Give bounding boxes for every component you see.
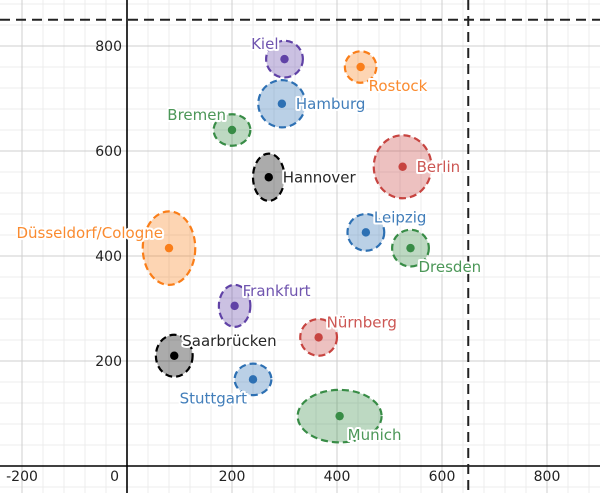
city-points: KielKielRostockRostockHamburgHamburgBrem… [14, 33, 483, 446]
point-berlin [398, 162, 407, 171]
label-bremen: Bremen [167, 106, 226, 124]
label-berlin: Berlin [417, 158, 461, 176]
label-frankfurt: Frankfurt [243, 282, 311, 300]
point-bremen [227, 125, 237, 135]
label-kiel: Kiel [251, 35, 278, 53]
label-halo-d-sseldorf-cologne: Düsseldorf/Cologne [16, 224, 163, 242]
y-tick-label: 800 [95, 39, 122, 55]
x-tick-label: 400 [324, 469, 351, 485]
point-saarbr-cken [170, 351, 179, 360]
label-halo-munich: Munich [348, 426, 402, 444]
label-halo-dresden: Dresden [419, 258, 482, 276]
x-tick-label: 200 [219, 469, 246, 485]
point-n-rnberg [314, 333, 323, 342]
x-tick-label: 600 [429, 469, 456, 485]
point-d-sseldorf-cologne [164, 243, 174, 253]
x-tick-label: 800 [534, 469, 561, 485]
point-munich [335, 411, 344, 421]
label-leipzig: Leipzig [374, 208, 427, 226]
point-rostock [356, 62, 365, 72]
label-halo-hannover: Hannover [283, 168, 357, 186]
label-halo-stuttgart: Stuttgart [180, 389, 248, 407]
y-tick-label: 600 [95, 144, 122, 160]
label-halo-frankfurt: Frankfurt [243, 282, 311, 300]
point-hannover [264, 173, 273, 182]
label-saarbr-cken: Saarbrücken [182, 332, 276, 350]
label-dresden: Dresden [419, 258, 482, 276]
point-stuttgart [248, 375, 258, 384]
label-halo-leipzig: Leipzig [374, 208, 427, 226]
label-halo-saarbr-cken: Saarbrücken [182, 332, 276, 350]
label-halo-n-rnberg: Nürnberg [327, 313, 397, 331]
point-leipzig [361, 228, 371, 237]
y-tick-label: 400 [95, 249, 122, 265]
point-hamburg [277, 99, 287, 108]
label-d-sseldorf-cologne: Düsseldorf/Cologne [16, 224, 163, 242]
label-hannover: Hannover [283, 168, 357, 186]
y-tick-labels: 200 400 600 800 [95, 39, 122, 370]
label-stuttgart: Stuttgart [180, 389, 248, 407]
point-frankfurt [230, 301, 239, 311]
label-halo-hamburg: Hamburg [296, 95, 366, 113]
x-tick-labels: -200 0 200 400 600 800 [6, 469, 560, 485]
y-tick-label: 200 [95, 354, 122, 370]
label-n-rnberg: Nürnberg [327, 313, 397, 331]
x-tick-label: 0 [110, 469, 119, 485]
label-halo-berlin: Berlin [417, 158, 461, 176]
x-tick-label: -200 [6, 469, 38, 485]
label-halo-kiel: Kiel [251, 35, 278, 53]
label-munich: Munich [348, 426, 402, 444]
label-rostock: Rostock [369, 77, 428, 95]
point-kiel [280, 54, 289, 64]
label-hamburg: Hamburg [296, 95, 366, 113]
label-halo-rostock: Rostock [369, 77, 428, 95]
label-halo-bremen: Bremen [167, 106, 226, 124]
point-dresden [406, 243, 415, 253]
